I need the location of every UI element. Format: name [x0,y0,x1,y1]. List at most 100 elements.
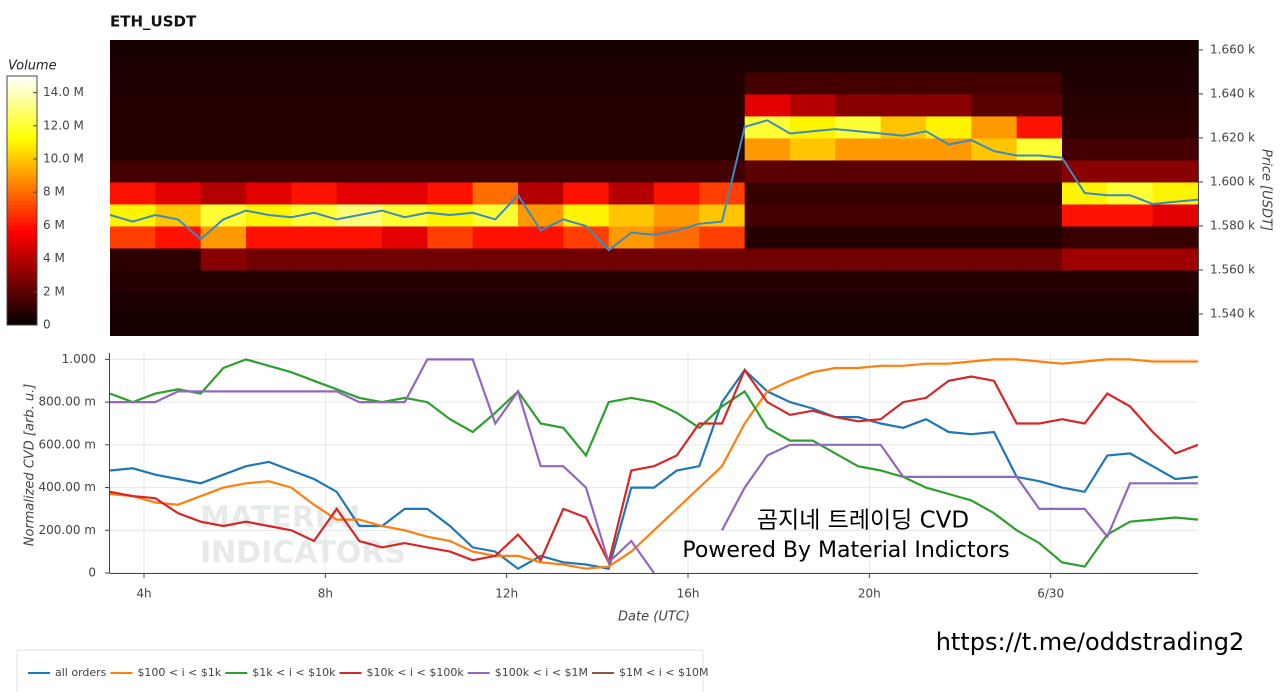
heatmap-cell [472,159,519,183]
heatmap-cell [1062,115,1108,139]
colorbar-swatch [7,291,37,297]
colorbar-swatch [7,204,37,210]
heatmap-cell [926,159,972,183]
colorbar-title: Volume [8,59,57,74]
heatmap-cell [699,137,746,161]
heatmap-cell [790,115,836,139]
heatmap-cell [518,247,564,271]
heatmap-cell [971,159,1018,183]
heatmap-cell [1107,40,1154,51]
colorbar-swatch [7,146,37,152]
heatmap-cell [1152,247,1198,271]
heatmap-cell [155,159,202,183]
heatmap-cell [880,49,927,73]
y-tick-label: 1.560 k [1210,262,1255,276]
colorbar-swatch [7,271,37,276]
heatmap-cell [971,71,1018,95]
colorbar-swatch [7,113,37,118]
heatmap-cell [1107,313,1154,336]
series-line [110,358,1198,568]
heatmap-cell [336,313,383,336]
colorbar-swatch [7,96,37,102]
heatmap-cell [110,313,156,336]
heatmap-cell [1016,49,1063,73]
heatmap-cell [336,71,383,95]
heatmap-cell [835,93,882,117]
heatmap-cell [291,40,338,51]
heatmap-cell [835,71,882,95]
colorbar-swatch [7,283,37,289]
heatmap-cell [1062,71,1108,95]
heatmap-cell [427,247,474,271]
heatmap-cell [427,269,474,293]
colorbar-swatch [7,117,37,123]
heatmap-cell [1062,137,1108,161]
heatmap-cell [835,40,882,51]
heatmap-cell [1062,291,1108,315]
colorbar-swatch [7,266,37,272]
heatmap-cell [110,159,156,183]
heatmap-cell [1016,269,1063,293]
heatmap-cell [699,313,746,336]
heatmap-cell [110,93,156,117]
heatmap-cell [472,225,519,249]
heatmap-cell [971,225,1018,249]
heatmap-cell [654,181,700,205]
heatmap-cell [427,137,474,161]
heatmap-cell [835,313,882,336]
heatmap-cell [835,115,882,139]
heatmap-cell [291,181,338,205]
heatmap-cell [246,313,292,336]
colorbar-swatch [7,320,37,326]
heatmap-cell [880,247,927,271]
y-tick-label: 1.660 k [1210,42,1255,56]
heatmap-cell [926,313,972,336]
heatmap-cell [654,115,700,139]
colorbar-tick-label: 4 M [43,251,65,265]
heatmap-cell [382,93,428,117]
heatmap-cell [744,291,791,315]
heatmap-cell [1062,225,1108,249]
heatmap-cell [336,291,383,315]
heatmap-cell [699,269,746,293]
chart-title: ETH_USDT [110,13,197,31]
heatmap-cell [1152,269,1198,293]
heatmap-cell [155,313,202,336]
heatmap-cell [246,137,292,161]
heatmap-cell [744,159,791,183]
footer-link[interactable]: https://t.me/oddstrading2 [936,628,1245,656]
heatmap-cell [110,181,156,205]
heatmap-cell [608,225,655,249]
heatmap-cell [246,269,292,293]
heatmap-cell [880,159,927,183]
heatmap-cell [382,313,428,336]
heatmap-cell [1062,93,1108,117]
colorbar-swatch [7,233,37,239]
heatmap-cell [880,269,927,293]
heatmap-cell [608,181,655,205]
colorbar-swatch [7,134,37,139]
heatmap-cell [200,181,247,205]
heatmap-cell [472,291,519,315]
y-tick-label: 400.00 m [39,480,97,494]
heatmap-cell [110,137,156,161]
colorbar-swatch [7,84,37,89]
x-tick-label: 4h [136,587,151,601]
heatmap-cell [1016,247,1063,271]
heatmap-cell [880,291,927,315]
heatmap-cell [744,49,791,73]
heatmap-cell [608,247,655,271]
colorbar-swatch [7,179,37,185]
heatmap-cell [291,115,338,139]
colorbar-swatch [7,287,37,293]
heatmap-cell [291,247,338,271]
heatmap-cell [699,93,746,117]
colorbar-swatch [7,225,37,231]
heatmap-cell [291,71,338,95]
heatmap-cell [1107,71,1154,95]
x-tick-label: 20h [858,587,881,601]
colorbar-swatch [7,316,37,322]
heatmap-cell [971,49,1018,73]
heatmap-cell [699,203,746,227]
